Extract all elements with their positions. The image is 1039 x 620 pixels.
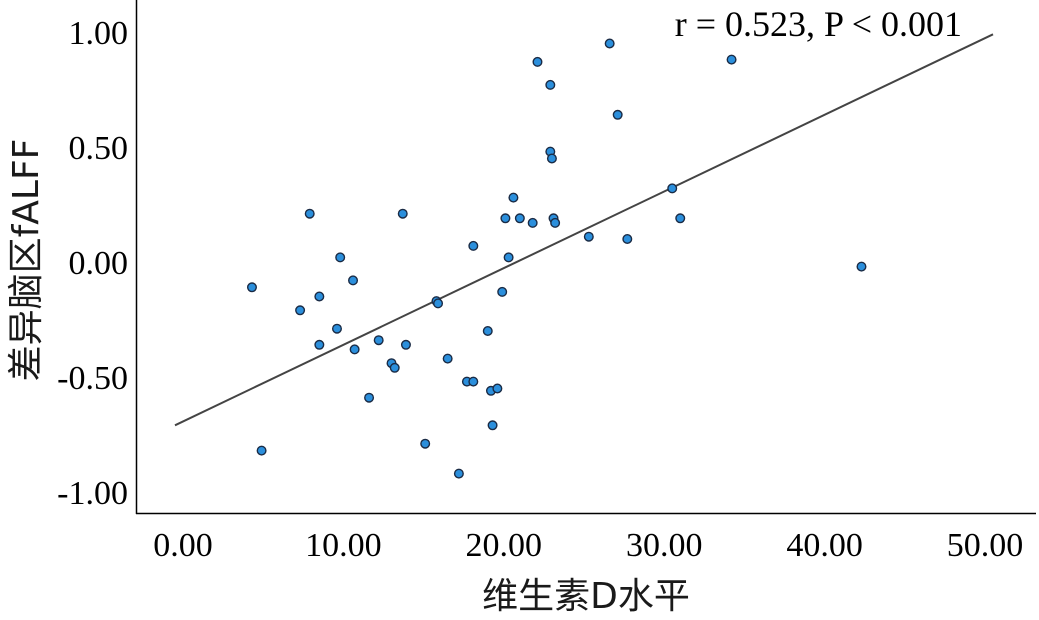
data-point (348, 275, 359, 286)
regression-line (174, 33, 994, 427)
data-point (492, 383, 503, 394)
data-point (545, 79, 556, 90)
data-point (500, 213, 511, 224)
data-point (304, 208, 315, 219)
data-point (364, 392, 375, 403)
x-tick-label: 40.00 (786, 527, 863, 564)
data-point (397, 208, 408, 219)
data-point (433, 298, 444, 309)
data-point (442, 353, 453, 364)
data-point (468, 240, 479, 251)
data-point (400, 339, 411, 350)
x-tick-label: 20.00 (466, 527, 543, 564)
data-point (546, 153, 557, 164)
y-tick-label: 1.00 (69, 15, 129, 52)
data-point (256, 445, 267, 456)
data-point (389, 362, 400, 373)
data-point (612, 109, 623, 120)
data-point (420, 438, 431, 449)
data-point (331, 323, 342, 334)
data-point (246, 282, 257, 293)
data-point (487, 420, 498, 431)
data-point (726, 54, 737, 65)
data-point (335, 252, 346, 263)
data-points (246, 38, 867, 479)
y-tick-label: -1.00 (57, 475, 128, 512)
y-tick-label: 0.50 (69, 130, 129, 167)
x-tick-label: 30.00 (626, 527, 703, 564)
data-point (503, 252, 514, 263)
data-point (675, 213, 686, 224)
data-point (497, 286, 508, 297)
data-point (604, 38, 615, 49)
y-tick-labels: 1.00 0.50 0.00 -0.50 -1.00 (57, 15, 128, 512)
data-point (314, 339, 325, 350)
data-point (550, 217, 561, 228)
data-point (856, 261, 867, 272)
x-tick-label: 50.00 (947, 527, 1024, 564)
data-point (482, 326, 493, 337)
data-point (583, 231, 594, 242)
data-point (508, 192, 519, 203)
y-tick-label: -0.50 (57, 360, 128, 397)
axes (135, 0, 1036, 515)
x-axis-title: 维生素D水平 (482, 576, 690, 617)
data-point (622, 233, 633, 244)
x-tick-labels: 0.00 10.00 20.00 30.00 40.00 50.00 (153, 527, 1023, 564)
y-tick-label: 0.00 (69, 245, 129, 282)
data-point (314, 291, 325, 302)
data-point (514, 213, 525, 224)
data-point (373, 335, 384, 346)
data-point (453, 468, 464, 479)
correlation-annotation: r = 0.523, P < 0.001 (675, 4, 962, 44)
data-point (295, 305, 306, 316)
data-point (527, 217, 538, 228)
data-point (667, 183, 678, 194)
y-axis-title: 差异脑区fALFF (6, 139, 47, 382)
data-point (532, 56, 543, 67)
x-tick-label: 0.00 (153, 527, 213, 564)
data-point (468, 376, 479, 387)
data-point (349, 344, 360, 355)
x-tick-label: 10.00 (305, 527, 382, 564)
